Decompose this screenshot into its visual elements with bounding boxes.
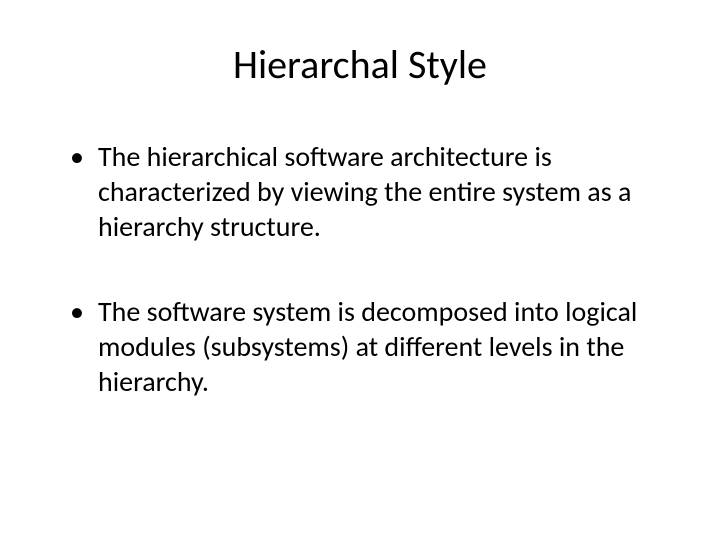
slide-title: Hierarchal Style bbox=[50, 40, 670, 89]
bullet-item: The hierarchical software architecture i… bbox=[70, 139, 670, 244]
bullet-list: The hierarchical software architecture i… bbox=[50, 139, 670, 399]
slide-container: Hierarchal Style The hierarchical softwa… bbox=[0, 0, 720, 540]
bullet-item: The software system is decomposed into l… bbox=[70, 294, 670, 399]
